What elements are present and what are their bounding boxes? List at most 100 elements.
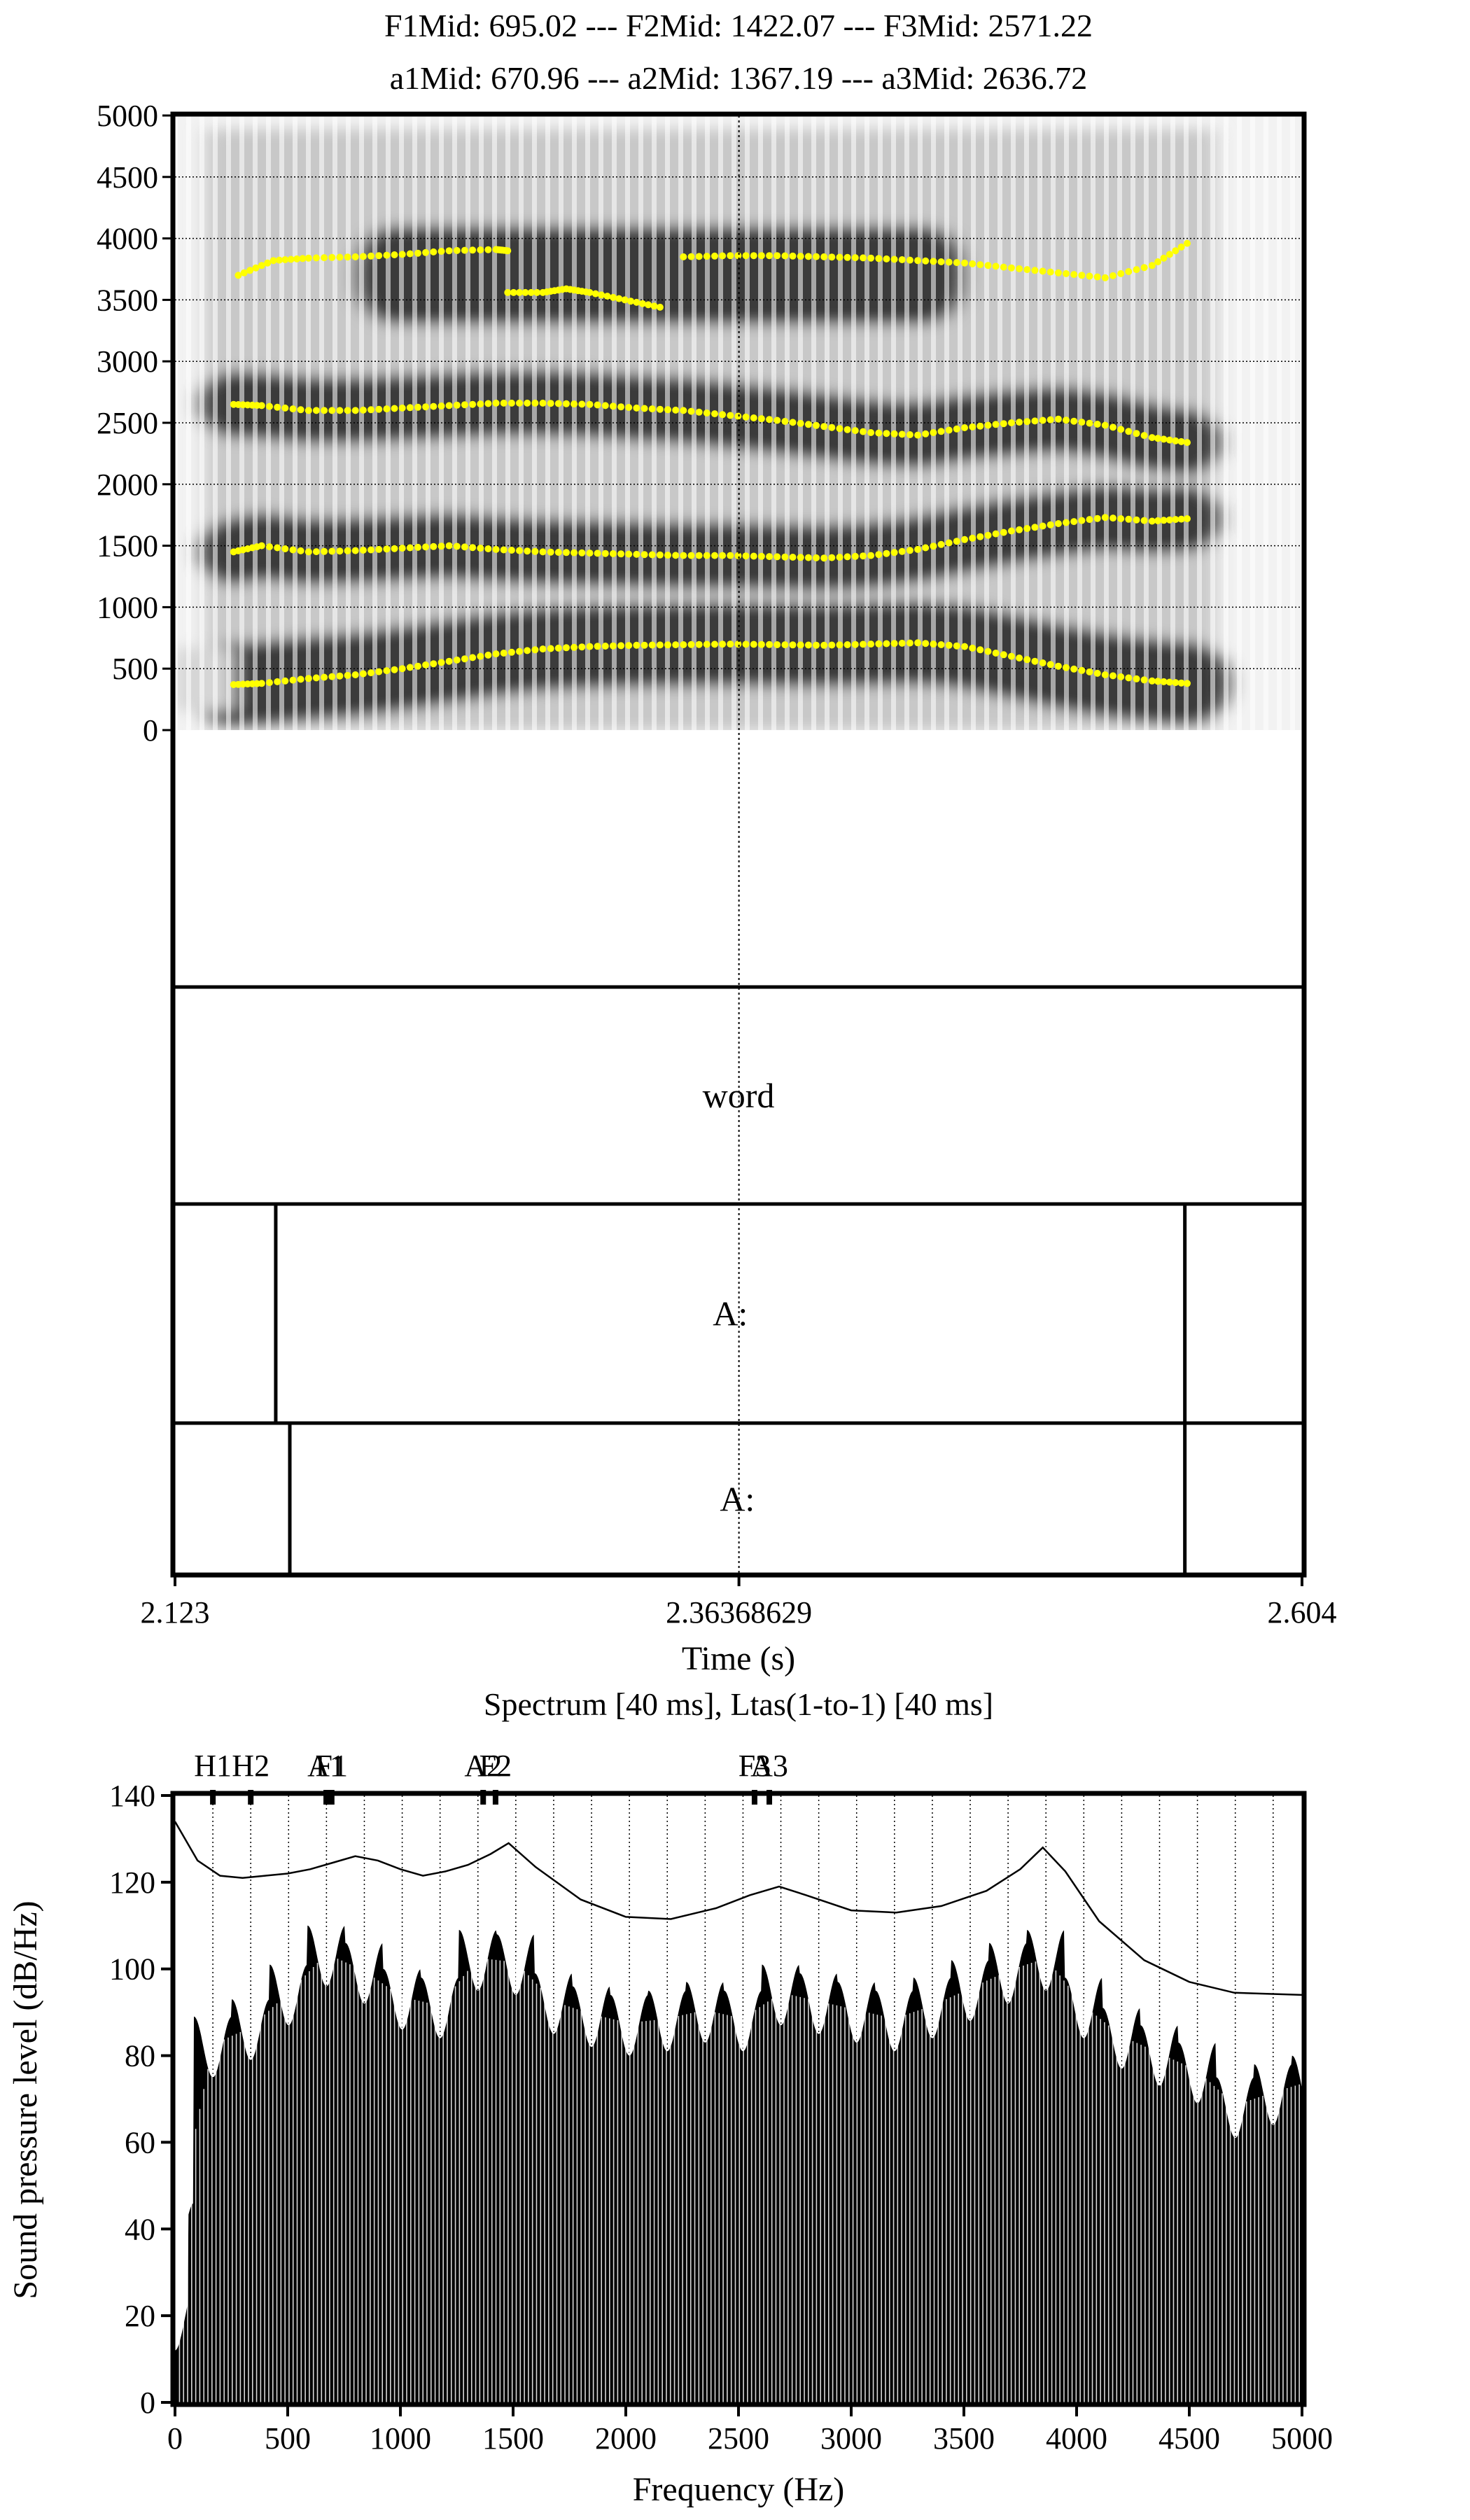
marker-label: F2 <box>479 1749 512 1783</box>
tier-3[interactable]: A: <box>288 1423 1187 1575</box>
formant-point <box>240 269 248 276</box>
formant-point <box>750 252 757 260</box>
formant-point <box>922 430 930 438</box>
formant-point <box>703 552 710 559</box>
formant-point <box>615 295 623 302</box>
formant-tracks <box>230 239 1191 688</box>
time-axis-label: Time (s) <box>682 1640 795 1677</box>
formant-point <box>703 640 710 648</box>
time-tick-label: 2.604 <box>1268 1595 1337 1630</box>
formant-point <box>1039 659 1046 666</box>
formant-point <box>1078 517 1086 524</box>
marker-f1: F1 <box>316 1749 348 1805</box>
spectrum-y-tick-label: 140 <box>109 1779 155 1813</box>
formant-point <box>516 547 523 554</box>
spectrum-x-ticks: 0 500 1000 1500 2000 2500 3000 3500 4000 4500 5000 <box>167 2402 1333 2456</box>
formant-point <box>422 543 430 551</box>
formant-point <box>461 246 468 254</box>
formant-point <box>638 300 646 307</box>
formant-point <box>414 249 421 257</box>
formant-point <box>766 553 774 561</box>
formant-point <box>570 400 578 408</box>
formant-point <box>351 253 359 260</box>
formant-point <box>757 640 765 648</box>
formant-point <box>344 253 351 261</box>
formant-point <box>640 551 648 559</box>
formant-point <box>984 262 992 270</box>
formant-track-5 <box>504 285 664 311</box>
formant-point <box>461 655 468 663</box>
spectrum-x-tick-label: 1000 <box>370 2421 431 2456</box>
formant-point <box>867 552 875 559</box>
formant-point <box>438 402 445 410</box>
formant-point <box>1140 517 1148 524</box>
formant-point <box>270 257 277 265</box>
formant-point <box>687 253 695 260</box>
formant-point <box>368 669 374 677</box>
formant-point <box>1086 516 1093 524</box>
formant-point <box>1063 270 1070 277</box>
spectrum-y-tick-label: 0 <box>140 2386 155 2420</box>
formant-point <box>601 643 609 650</box>
formant-point <box>719 552 727 559</box>
formant-point <box>522 288 529 296</box>
formant-point <box>656 303 664 311</box>
formant-point <box>1078 419 1086 426</box>
formant-point <box>625 642 633 650</box>
formant-point <box>680 552 687 559</box>
formant-point <box>1177 515 1185 523</box>
formant-point <box>766 416 774 424</box>
formant-point <box>766 252 774 260</box>
formant-track-6 <box>680 239 1191 281</box>
formant-point <box>1140 432 1148 440</box>
formant-point <box>422 661 430 668</box>
spectrogram-y-tick-label: 0 <box>143 713 158 748</box>
formant-point <box>453 656 461 664</box>
formant-point <box>1148 677 1156 685</box>
formant-point <box>524 647 531 654</box>
formant-point <box>1101 274 1109 281</box>
formant-point <box>430 402 438 410</box>
formant-point <box>1133 430 1140 438</box>
formant-point <box>1016 526 1023 533</box>
formant-point <box>906 639 913 647</box>
formant-point <box>586 643 594 650</box>
formant-point <box>1133 675 1140 682</box>
formant-point <box>922 544 930 552</box>
formant-point <box>281 256 289 263</box>
marker-h2: H2 <box>232 1749 270 1805</box>
formant-point <box>516 288 523 296</box>
formant-point <box>961 536 968 543</box>
formant-point <box>906 547 913 554</box>
formant-point <box>945 426 953 434</box>
formant-point <box>719 411 727 419</box>
formant-point <box>937 428 945 435</box>
formant-point <box>781 641 789 649</box>
formant-point <box>1000 528 1007 536</box>
formant-point <box>860 254 867 262</box>
formant-point <box>1166 678 1173 686</box>
formant-point <box>1172 679 1180 687</box>
formant-point <box>1093 421 1101 428</box>
formant-point <box>680 641 687 648</box>
tier-2[interactable]: A: <box>274 1204 1187 1423</box>
formant-point <box>617 642 625 650</box>
formant-point <box>1016 265 1023 272</box>
formant-point <box>601 402 609 410</box>
formant-point <box>1133 516 1140 524</box>
formant-point <box>312 407 320 414</box>
formant-point <box>461 401 468 409</box>
formant-point <box>547 400 554 407</box>
formant-point <box>344 671 351 679</box>
formant-point <box>1184 515 1191 522</box>
formant-point <box>398 404 406 412</box>
formant-point <box>609 642 617 650</box>
formant-point <box>430 660 438 668</box>
formant-point <box>820 554 828 562</box>
formant-point <box>648 641 656 649</box>
formant-point <box>375 668 383 676</box>
spectrum-x-tick-label: 3500 <box>933 2421 995 2456</box>
formant-point <box>1140 264 1148 272</box>
formant-point <box>820 253 828 260</box>
formant-point <box>422 248 430 256</box>
